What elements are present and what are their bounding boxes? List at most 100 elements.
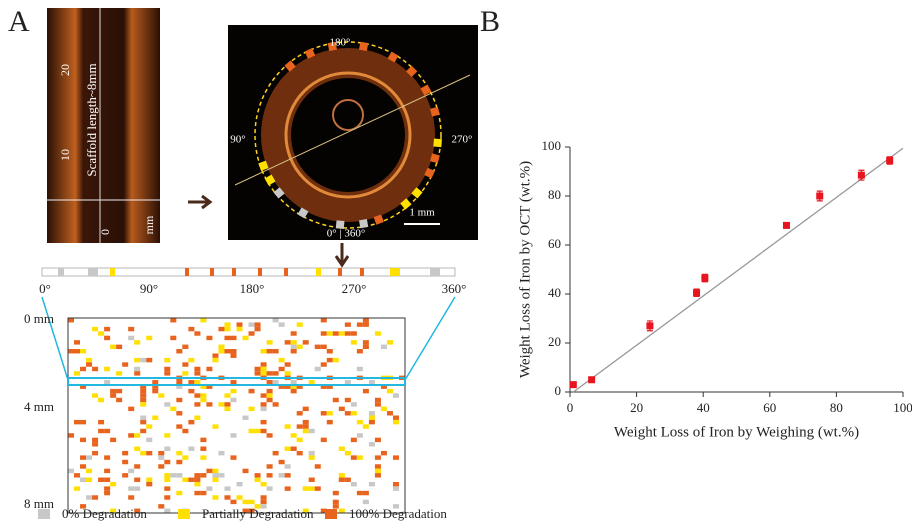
map-cell [368,380,375,385]
strut-mark [284,60,296,72]
map-cell [206,335,213,341]
scale-bar-label: 1 mm [409,207,435,219]
map-cell [92,326,99,332]
map-cell [224,495,231,500]
map-cell [350,411,357,416]
point [701,274,709,282]
map-cell [146,437,153,443]
map-cell [356,433,363,438]
map-cell [92,442,99,447]
catheter [332,99,364,131]
legend-swatch [325,509,337,519]
map-cell [206,384,213,389]
dashed-circle [254,41,442,229]
map-cell [386,388,393,394]
map-cell [164,486,171,491]
map-cell [176,450,183,456]
point [816,192,824,200]
map-cell [248,388,255,394]
map-cell [380,344,387,350]
map-cell [194,473,201,478]
map-cell [320,362,327,367]
map-cell [284,464,291,469]
strut-mark [373,214,384,225]
map-cell [134,446,141,451]
map-cell [68,433,75,438]
map-cell [176,397,183,403]
map-cell [98,331,105,336]
map-cell [164,495,171,500]
map-cell [128,468,135,474]
map-cell [374,437,381,443]
map-cell [224,406,231,412]
map-cell [272,380,279,385]
map-cell [278,357,285,363]
map-cell [326,357,333,363]
map-cell [278,384,285,389]
map-cell [212,477,219,482]
map-cell [296,344,303,350]
map-cell [92,366,99,372]
map-cell [224,335,231,341]
map-cell [320,508,327,513]
map-cell [224,393,231,398]
map-cell [194,380,201,385]
map-cell [128,495,135,500]
y-tick-label: 0 [555,383,562,398]
map-cell [92,393,99,398]
map-cell [116,388,123,394]
map-cell [122,450,129,456]
map-cell [284,362,291,367]
map-cell [80,349,87,354]
depth-label: 8 mm [24,496,54,511]
map-cell [332,504,339,509]
map-cell [242,415,249,420]
map-cell [206,468,213,474]
map-cell [242,499,249,505]
map-cell [80,464,87,469]
map-cell [254,366,261,372]
map-cell [140,388,147,394]
map-cell [80,477,87,482]
strut-mark [335,220,345,229]
map-cell [290,433,297,438]
map-cell [74,340,81,345]
map-cell [86,477,93,482]
map-cell [230,397,237,403]
map-cell [128,486,135,491]
angle-label: 0° | 360° [327,228,366,240]
map-cell [92,495,99,500]
map-cell [254,326,261,332]
x-axis-title: Weight Loss of Iron by Weighing (wt.%) [614,424,859,440]
map-cell [224,402,231,407]
map-cell [182,344,189,350]
map-cell [296,450,303,456]
x-tick-label: 80 [830,400,843,415]
map-cell [272,349,279,354]
y-tick-label: 60 [548,236,561,251]
map-cell [152,415,159,420]
y-axis-title: Weight Loss of Iron by OCT (wt.%) [517,161,533,378]
map-cell [128,406,135,412]
map-cell [188,419,195,425]
map-cell [134,464,141,469]
arrow [188,194,213,210]
map-cell [86,468,93,474]
map-cell [338,331,345,336]
map-cell [260,366,267,372]
map-cell [260,481,267,487]
map-cell [194,366,201,372]
map-cell [188,477,195,482]
x-tick-label: 40 [697,400,710,415]
map-cell [362,322,369,327]
map-cell [80,419,87,425]
map-cell [104,428,111,434]
map-cell [272,318,279,323]
map-cell [200,473,207,478]
map-cell [104,486,111,491]
strut-mark [411,187,423,199]
map-cell [362,490,369,496]
map-cell [266,473,273,478]
map-cell [212,495,219,500]
map-cell [380,406,387,412]
